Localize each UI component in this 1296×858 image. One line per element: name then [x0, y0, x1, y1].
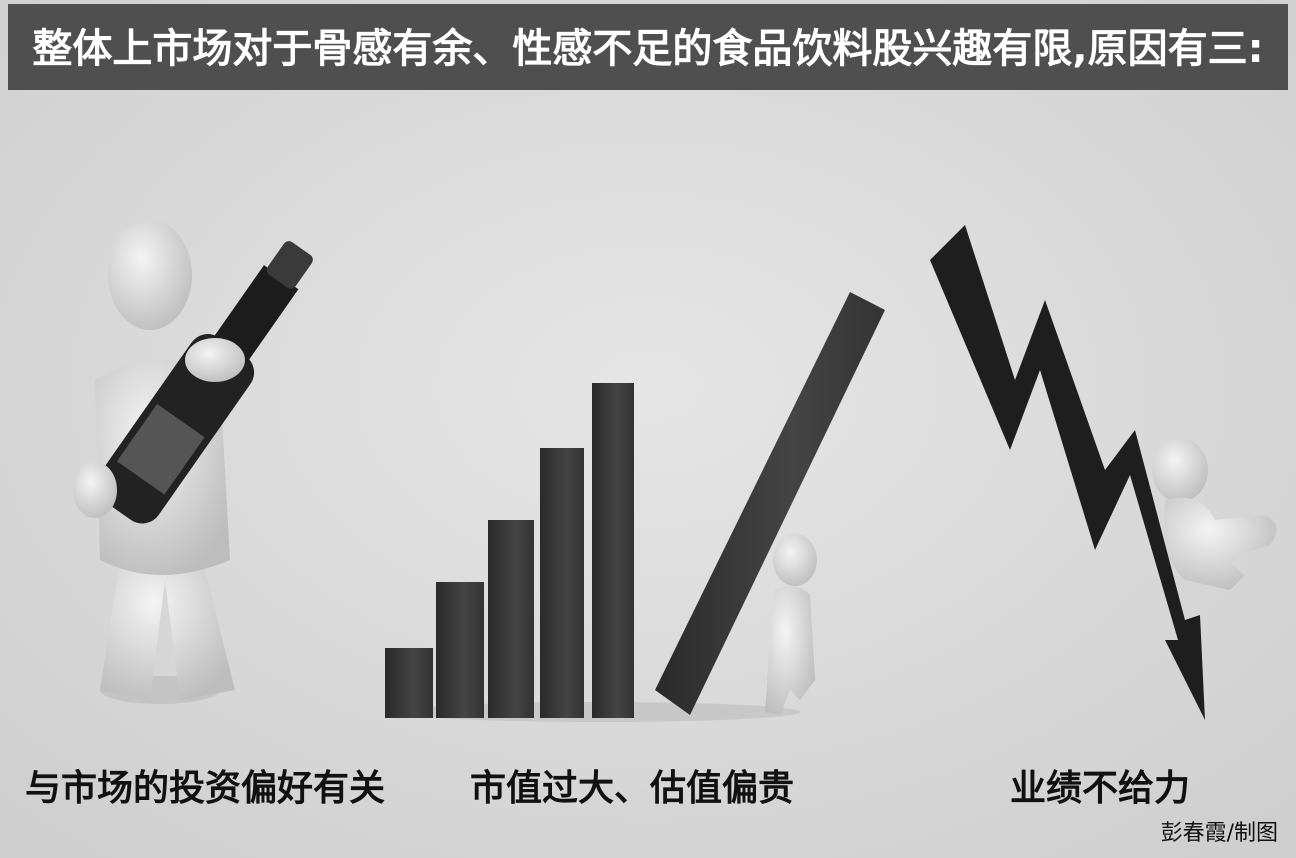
credit: 彭春霞/制图	[1161, 821, 1278, 846]
caption: 市值过大、估值偏贵	[470, 768, 794, 809]
bars-illustration	[385, 292, 885, 722]
falling-arrow	[930, 225, 1277, 720]
figure-with-bottle	[73, 220, 313, 704]
title-bar	[8, 4, 1288, 90]
caption: 业绩不给力	[1010, 768, 1190, 809]
title: 整体上市场对于骨感有余、性感不足的食品饮料股兴趣有限,原因有三:	[32, 26, 1263, 72]
caption: 与市场的投资偏好有关	[25, 768, 385, 809]
